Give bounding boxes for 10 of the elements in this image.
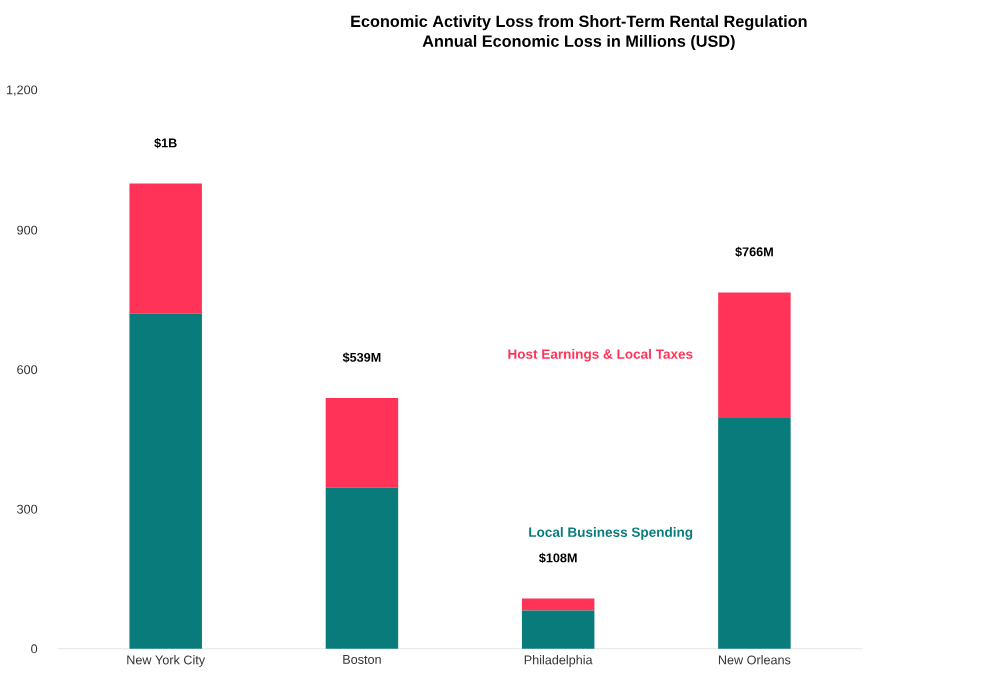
chart-subtitle: Annual Economic Loss in Millions (USD) [422,34,735,50]
bar [521,598,595,611]
bar [718,417,791,649]
bar [718,292,791,418]
bar [325,487,399,649]
chart-title: Economic Activity Loss from Short-Term Rental Regulation [351,14,807,31]
bar [129,313,202,649]
bar [521,610,595,649]
bar [129,183,202,314]
bar [325,397,399,488]
